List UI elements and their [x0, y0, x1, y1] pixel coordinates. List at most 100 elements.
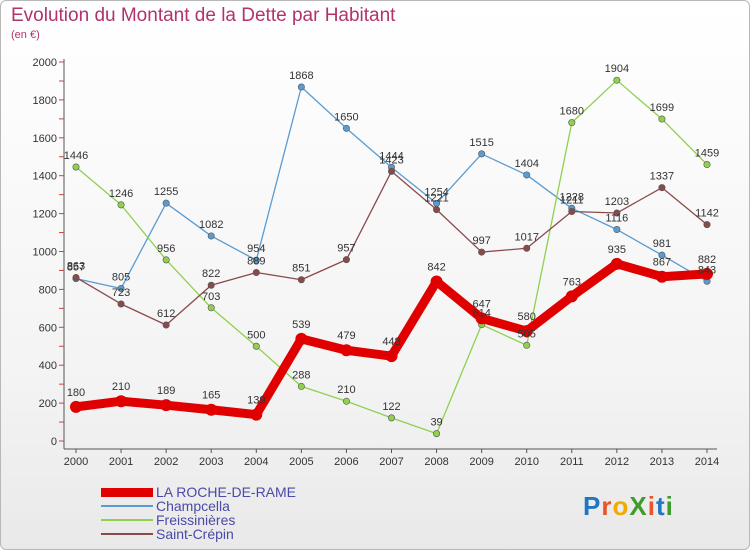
x-tick-label: 2003 — [199, 456, 223, 468]
data-label: 954 — [247, 243, 265, 255]
data-label: 1017 — [514, 231, 538, 243]
legend-label: Freissinières — [156, 512, 236, 528]
data-label: 288 — [292, 369, 310, 381]
logo-letter: r — [601, 491, 613, 521]
data-label: 39 — [430, 417, 442, 429]
data-label: 1515 — [469, 137, 493, 149]
data-label: 997 — [472, 235, 490, 247]
data-label: 703 — [202, 291, 220, 303]
logo-letter: X — [629, 491, 648, 521]
data-point — [250, 408, 263, 421]
data-label: 1699 — [650, 102, 674, 114]
data-point — [478, 150, 486, 158]
x-tick-label: 2006 — [334, 456, 358, 468]
data-label: 210 — [337, 384, 355, 396]
data-point — [342, 397, 350, 405]
data-point — [658, 184, 666, 192]
data-label: 1444 — [379, 150, 403, 162]
x-tick-label: 2004 — [244, 456, 268, 468]
data-point — [162, 199, 170, 207]
data-label: 857 — [67, 262, 85, 274]
data-point — [342, 256, 350, 264]
data-label: 1255 — [154, 186, 178, 198]
data-point — [162, 256, 170, 264]
data-point — [613, 226, 621, 234]
data-label: 1404 — [514, 158, 538, 170]
data-point — [252, 342, 260, 350]
data-label: 479 — [337, 330, 355, 342]
data-point — [523, 171, 531, 179]
data-label: 842 — [427, 261, 445, 273]
data-point — [478, 248, 486, 256]
data-label: 210 — [112, 381, 130, 393]
logo-letter: i — [665, 491, 674, 521]
legend-label: Saint-Crépin — [156, 526, 234, 542]
data-label: 139 — [247, 395, 265, 407]
data-point — [252, 269, 260, 277]
data-label: 889 — [247, 256, 265, 268]
data-point — [565, 290, 578, 303]
data-label: 448 — [382, 336, 400, 348]
data-point — [387, 167, 395, 175]
data-point — [520, 325, 533, 338]
data-label: 612 — [157, 308, 175, 320]
data-label: 1904 — [605, 63, 629, 75]
legend-swatch — [101, 505, 153, 507]
data-label: 957 — [337, 243, 355, 255]
data-point — [252, 256, 260, 264]
series-line — [75, 79, 708, 435]
data-point — [433, 430, 441, 438]
data-point — [475, 312, 488, 325]
data-point — [433, 206, 441, 214]
data-point — [207, 304, 215, 312]
data-point — [297, 83, 305, 91]
data-point — [568, 119, 576, 127]
data-label: 981 — [653, 238, 671, 250]
data-label: 1423 — [379, 154, 403, 166]
data-label: 580 — [518, 311, 536, 323]
data-point — [658, 251, 666, 259]
data-point — [658, 115, 666, 123]
unit-label: (en €) — [11, 29, 40, 41]
x-tick-label: 2005 — [289, 456, 313, 468]
y-tick-label: 1000 — [33, 247, 57, 259]
data-label: 500 — [247, 329, 265, 341]
data-label: 1082 — [199, 219, 223, 231]
legend-swatch — [101, 533, 153, 535]
data-label: 1254 — [424, 186, 448, 198]
data-label: 1221 — [424, 193, 448, 205]
x-tick-label: 2013 — [650, 456, 674, 468]
x-tick-label: 2014 — [695, 456, 719, 468]
data-label: 1680 — [560, 106, 584, 118]
data-label: 1446 — [64, 150, 88, 162]
data-point — [117, 300, 125, 308]
data-point — [295, 332, 308, 345]
data-point — [613, 76, 621, 84]
data-point — [342, 124, 350, 132]
data-point — [160, 399, 173, 412]
data-point — [117, 284, 125, 292]
data-point — [655, 270, 668, 283]
x-tick-label: 2007 — [379, 456, 403, 468]
data-label: 180 — [67, 387, 85, 399]
data-point — [207, 281, 215, 289]
data-label: 1459 — [695, 148, 719, 160]
data-label: 1142 — [695, 208, 719, 220]
data-label: 165 — [202, 390, 220, 402]
data-label: 647 — [472, 298, 490, 310]
data-label: 1650 — [334, 111, 358, 123]
y-tick-label: 600 — [39, 322, 57, 334]
y-tick-label: 400 — [39, 360, 57, 372]
x-tick-label: 2009 — [469, 456, 493, 468]
data-label: 763 — [563, 276, 581, 288]
data-point — [385, 350, 398, 363]
logo-letter: P — [583, 491, 602, 521]
x-tick-label: 2008 — [424, 456, 448, 468]
data-label: 539 — [292, 319, 310, 331]
data-label: 956 — [157, 243, 175, 255]
data-point — [205, 403, 218, 416]
data-label: 863 — [67, 260, 85, 272]
data-point — [703, 161, 711, 169]
data-label: 614 — [472, 308, 490, 320]
